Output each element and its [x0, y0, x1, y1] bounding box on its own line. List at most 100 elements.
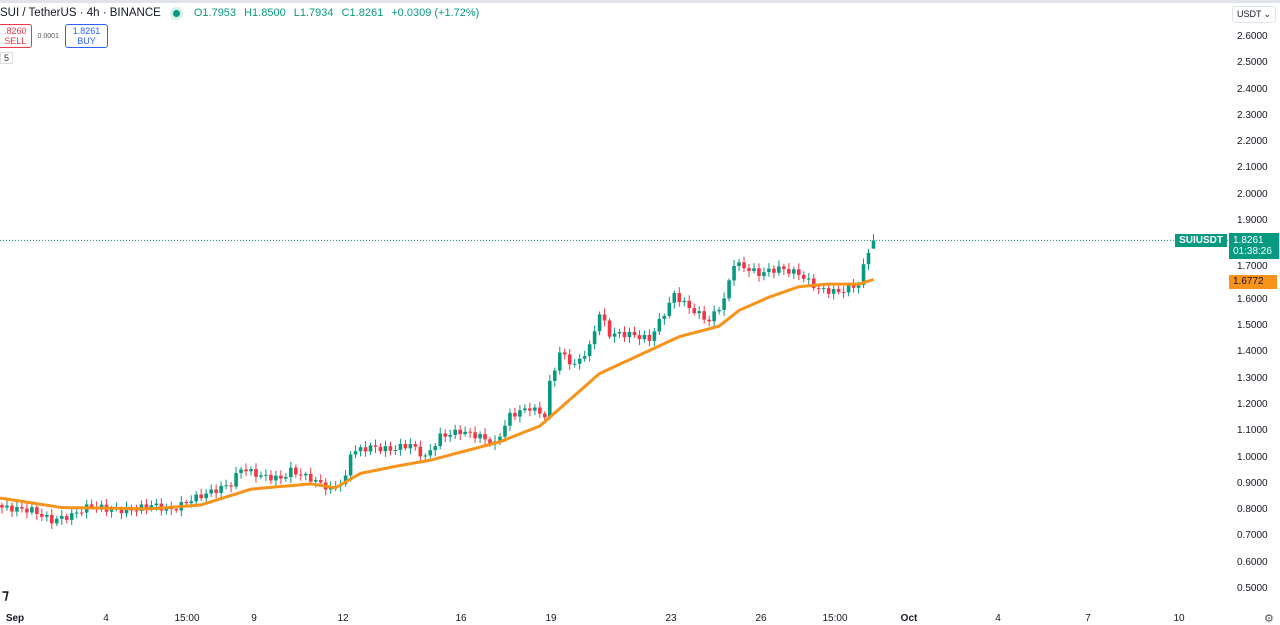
candle-body: [468, 431, 472, 433]
candle-body: [528, 408, 532, 411]
candle-body: [433, 446, 438, 451]
candle-body: [483, 434, 487, 440]
candle-body: [642, 334, 647, 340]
candle-body: [134, 510, 139, 512]
candle-body: [463, 431, 467, 435]
candle-body: [826, 288, 831, 294]
candle-body: [109, 509, 114, 512]
candle-body: [533, 407, 537, 411]
candle-body: [239, 469, 243, 473]
candle-body: [413, 444, 418, 447]
trade-buttons: .8260 SELL 0.0001 1.8261 BUY: [0, 24, 108, 48]
candle-body: [318, 480, 323, 483]
candle-body: [353, 451, 358, 455]
candle-body: [89, 504, 94, 507]
candle-body: [637, 335, 642, 340]
candle-body: [762, 272, 766, 277]
sell-price: .8260: [4, 26, 27, 36]
candle-body: [722, 298, 726, 310]
candle-body: [582, 356, 587, 359]
candle-body: [607, 320, 612, 337]
candle-body: [577, 358, 582, 364]
candle-body: [308, 473, 313, 482]
sell-button[interactable]: .8260 SELL: [0, 24, 32, 48]
tradingview-logo[interactable]: ⁊: [2, 586, 9, 602]
candle-body: [438, 433, 443, 447]
currency-select[interactable]: USDT ⌄: [1232, 6, 1276, 23]
price-label: 0.8000: [1237, 504, 1268, 516]
candle-body: [617, 332, 622, 334]
candle-body: [229, 485, 233, 487]
price-label: 2.1000: [1237, 162, 1268, 174]
candle-body: [707, 319, 711, 322]
symbol-title[interactable]: SUI / TetherUS · 4h · BINANCE: [0, 7, 161, 19]
candle-body: [388, 446, 393, 451]
price-label: 2.2000: [1237, 136, 1268, 148]
candle-body: [662, 315, 667, 319]
candle-body: [737, 262, 741, 266]
settings-icon[interactable]: ⚙: [1264, 613, 1274, 625]
candle-body: [787, 269, 791, 274]
candle-body: [54, 518, 59, 524]
candle-body: [732, 265, 736, 281]
time-label: 12: [337, 613, 349, 624]
candle-body: [299, 474, 303, 476]
price-label: 0.6000: [1237, 556, 1268, 568]
candle-body: [343, 475, 348, 485]
candle-body: [403, 443, 408, 449]
price-label: 1.1000: [1237, 425, 1268, 437]
price-label: 2.4000: [1237, 83, 1268, 95]
candle-body: [717, 309, 721, 312]
time-label: 15:00: [174, 613, 200, 624]
candle-body: [219, 485, 223, 493]
price-label: 1.4000: [1237, 346, 1268, 358]
candle-body: [358, 447, 363, 452]
candle-body: [552, 370, 557, 381]
price-chart[interactable]: [0, 0, 1228, 605]
close-value: C1.8261: [341, 7, 384, 19]
candle-body: [274, 475, 278, 481]
candle-body: [647, 334, 652, 341]
candle-body: [149, 505, 154, 509]
candle-body: [632, 331, 637, 336]
price-label: 2.0000: [1237, 188, 1268, 200]
candle-body: [209, 489, 213, 494]
candle-body: [383, 446, 388, 452]
candle-body: [657, 318, 662, 332]
candle-body: [692, 308, 697, 314]
price-axis[interactable]: 2.6000 2.5000 2.4000 2.3000 2.2000 2.1000 2.00…: [1228, 0, 1280, 625]
candle-body: [821, 288, 826, 290]
candle-body: [543, 413, 547, 418]
ohlc-values: O1.7953 H1.8500 L1.7934 C1.8261 +0.0309 …: [194, 7, 484, 19]
candle-body: [144, 504, 149, 509]
candle-body: [119, 508, 124, 514]
sell-label: SELL: [4, 36, 27, 46]
candle-body: [453, 429, 457, 435]
candle-body: [752, 268, 756, 272]
candle-body: [30, 507, 34, 513]
candle-body: [682, 300, 687, 303]
top-border: [0, 0, 1280, 3]
symbol-legend: SUI / TetherUS · 4h · BINANCE O1.7953 H1…: [0, 7, 484, 19]
candle-body: [498, 436, 502, 442]
candle-body: [811, 278, 816, 289]
candle-body: [503, 425, 507, 437]
candle-body: [697, 311, 701, 314]
ma-value-tag: 1.6772: [1229, 275, 1277, 289]
candle-body: [393, 449, 398, 451]
indicator-count-toggle[interactable]: 5: [0, 52, 14, 64]
candle-body: [727, 280, 731, 299]
candle-body: [428, 450, 433, 456]
candle-body: [378, 446, 383, 452]
time-label: 16: [455, 613, 467, 624]
candle-body: [423, 455, 428, 457]
candle-body: [5, 505, 9, 508]
time-label: 4: [103, 613, 109, 624]
price-label: 2.3000: [1237, 109, 1268, 121]
buy-button[interactable]: 1.8261 BUY: [64, 24, 108, 48]
price-label: 1.6000: [1237, 293, 1268, 305]
candle-body: [64, 516, 69, 520]
time-label: 15:00: [822, 613, 848, 624]
candle-body: [59, 516, 64, 519]
candle-body: [538, 407, 542, 414]
